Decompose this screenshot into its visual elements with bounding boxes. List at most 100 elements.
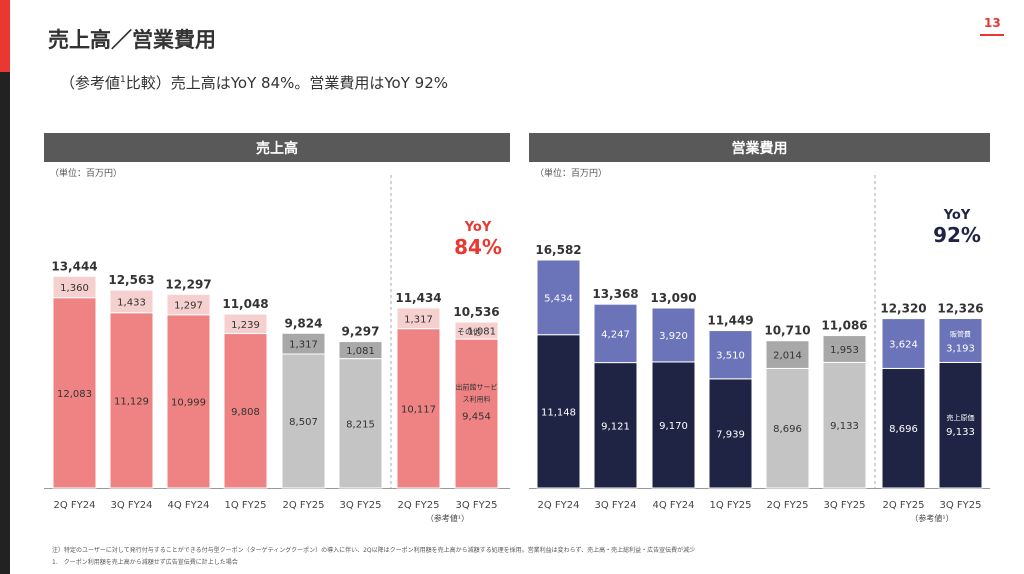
- value-label-bottom: 8,507: [289, 417, 318, 428]
- bar-segment-top: [593, 303, 638, 364]
- value-label-bottom: 9,121: [601, 421, 630, 432]
- left-accent-bar: [0, 0, 10, 574]
- bar-segment-bottom: [593, 362, 638, 489]
- bar-segment-top: [396, 307, 441, 330]
- bar-segment-top: [822, 335, 867, 363]
- value-label-bottom: 9,454: [462, 412, 491, 423]
- bar-segment-top: [536, 259, 581, 336]
- value-label-bottom: 8,696: [889, 424, 918, 435]
- value-label-top: 1,317: [289, 340, 318, 351]
- category-label: 4Q FY24: [168, 500, 210, 511]
- value-label-top: 5,434: [544, 293, 573, 304]
- bar-segment-bottom: [822, 361, 867, 489]
- value-label-bottom: 8,215: [346, 419, 375, 430]
- bar-segment-top: [938, 318, 983, 363]
- category-label: 3Q FY25: [824, 500, 866, 511]
- bar-segment-top: [223, 313, 268, 335]
- total-label: 11,449: [707, 314, 753, 328]
- total-label: 13,444: [51, 259, 97, 273]
- bar-segment-bottom: [223, 333, 268, 489]
- total-label: 12,320: [880, 302, 926, 316]
- bar-segment-top: [454, 321, 499, 340]
- category-label: 2Q FY24: [538, 500, 580, 511]
- category-label: 3Q FY24: [595, 500, 637, 511]
- page-title: 売上高／営業費用: [48, 28, 216, 52]
- category-label: 3Q FY25: [456, 500, 498, 511]
- chart-title-band: [44, 133, 510, 162]
- total-label: 11,086: [821, 319, 867, 333]
- bar-segment-bottom: [651, 361, 696, 489]
- bar-segment-bottom: [338, 358, 383, 489]
- inline-label-top: その他: [457, 327, 481, 337]
- bar-segment-top: [109, 289, 154, 314]
- value-label-top: 3,510: [716, 351, 745, 362]
- category-label: 3Q FY24: [111, 500, 153, 511]
- chart-title: 営業費用: [732, 140, 788, 157]
- bar-segment-bottom: [881, 367, 926, 489]
- yoy-value: 84%: [454, 235, 502, 259]
- page-number-underline: [980, 34, 1004, 36]
- category-label: 4Q FY24: [653, 500, 695, 511]
- total-label: 10,710: [764, 324, 810, 338]
- category-label: 2Q FY25: [883, 500, 925, 511]
- inline-label-bottom-cont: ス利用料: [463, 395, 491, 404]
- value-label-bottom: 12,083: [57, 389, 92, 400]
- reference-note: （参考値¹）: [426, 513, 469, 523]
- yoy-label: YoY: [943, 208, 971, 223]
- subtitle-superscript: 1: [120, 75, 126, 85]
- bar-segment-bottom: [166, 314, 211, 489]
- bar-segment-bottom: [938, 361, 983, 489]
- value-label-top: 1,239: [231, 320, 260, 331]
- category-label: 1Q FY25: [710, 500, 752, 511]
- value-label-bottom: 10,117: [401, 404, 436, 415]
- inline-label-top: 販管費: [950, 329, 971, 338]
- unit-label: （単位：百万円）: [50, 167, 122, 179]
- value-label-top: 1,433: [117, 297, 146, 308]
- value-label-bottom: 9,133: [946, 427, 975, 438]
- total-label: 12,563: [108, 273, 154, 287]
- bar-segment-bottom: [765, 367, 810, 489]
- category-label: 2Q FY25: [283, 500, 325, 511]
- category-label: 2Q FY24: [54, 500, 96, 511]
- footnote-1: 1. クーポン利用額を売上高から減額せず広告宣伝費に計上した場合: [52, 559, 238, 566]
- sales-chart: 売上高 （単位：百万円） 1,360 12,083 13,444 2Q FY24 1,433…: [44, 133, 510, 523]
- value-label-top: 1,081: [346, 346, 375, 357]
- category-label: 3Q FY25: [340, 500, 382, 511]
- value-label-bottom: 11,129: [114, 396, 149, 407]
- bar-segment-bottom: [281, 353, 326, 489]
- value-label-bottom: 7,939: [716, 429, 745, 440]
- bar-segment-bottom: [708, 378, 753, 489]
- value-label-top: 2,014: [773, 351, 802, 362]
- value-label-top: 1,297: [174, 301, 203, 312]
- bar-segment-bottom: [396, 328, 441, 489]
- value-label-top: 1,317: [404, 314, 433, 325]
- total-label: 12,326: [937, 302, 983, 316]
- category-label: 2Q FY25: [398, 500, 440, 511]
- bar-segment-bottom: [109, 312, 154, 489]
- bar-segment-top: [166, 293, 211, 316]
- value-label-top: 4,247: [601, 329, 630, 340]
- page-number: 13: [984, 16, 1001, 30]
- total-label: 9,297: [342, 325, 380, 339]
- value-label-bottom: 9,170: [659, 421, 688, 432]
- chart-title-band: [529, 133, 990, 162]
- total-label: 13,368: [592, 287, 638, 301]
- value-label-top: 3,624: [889, 340, 918, 351]
- yoy-value: 92%: [933, 223, 981, 247]
- value-label-top: 3,193: [946, 343, 975, 354]
- inline-label-bottom: 売上原価: [947, 413, 975, 422]
- value-label-top: 1,953: [830, 345, 859, 356]
- bar-segment-top: [651, 307, 696, 363]
- total-label: 16,582: [535, 243, 581, 257]
- category-label: 3Q FY25: [940, 500, 982, 511]
- chart-title: 売上高: [256, 140, 298, 157]
- value-label-bottom: 9,133: [830, 421, 859, 432]
- bar-segment-top: [708, 330, 753, 380]
- total-label: 13,090: [650, 291, 696, 305]
- reference-note: （参考値¹）: [910, 513, 953, 523]
- bar-segment-top: [281, 332, 326, 355]
- yoy-label: YoY: [464, 220, 492, 235]
- subtitle-rest: 比較）売上高はYoY 84%。営業費用はYoY 92%: [125, 74, 448, 92]
- bar-segment-top: [338, 341, 383, 360]
- total-label: 11,048: [222, 297, 268, 311]
